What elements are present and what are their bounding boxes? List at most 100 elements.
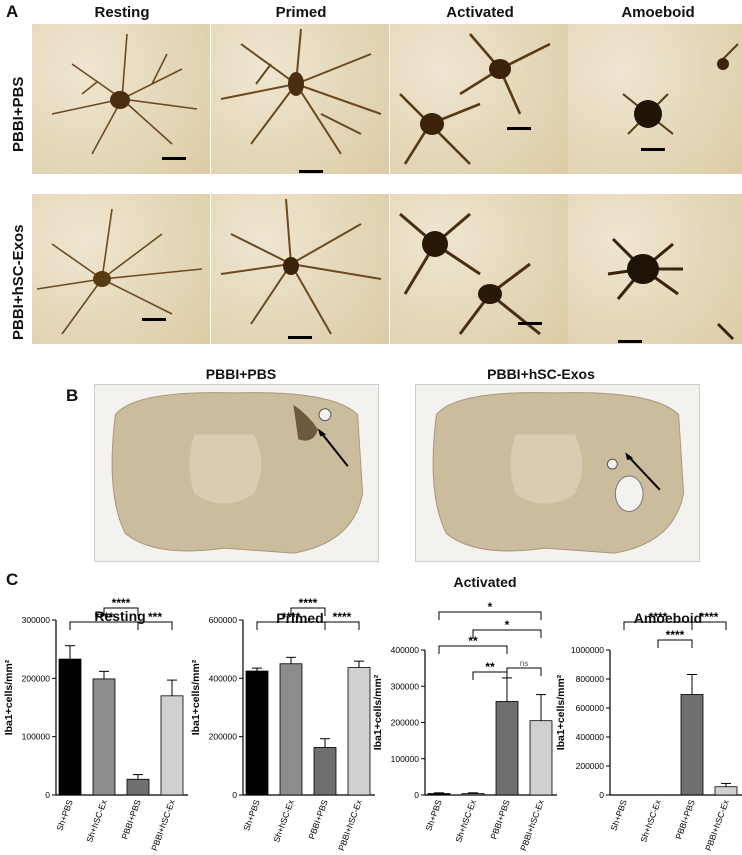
significance-bracket bbox=[137, 621, 173, 630]
significance-label: **** bbox=[333, 610, 352, 624]
y-tick-label: 100000 bbox=[22, 732, 51, 742]
significance-label: **** bbox=[112, 596, 131, 610]
significance-label: **** bbox=[95, 610, 114, 624]
significance-label: ns bbox=[520, 659, 528, 668]
significance-bracket bbox=[438, 611, 542, 620]
y-tick-label: 300000 bbox=[22, 615, 51, 625]
significance-bracket bbox=[103, 607, 139, 616]
significance-label: **** bbox=[299, 596, 318, 610]
bar-charts: 0 100000 200000 300000 Iba1+cells/mm² Sh+PBS S… bbox=[3, 596, 742, 853]
significance-bracket bbox=[691, 621, 727, 630]
significance-bracket bbox=[506, 667, 542, 676]
bar bbox=[347, 667, 371, 796]
y-axis-label: Iba1+cells/mm² bbox=[372, 674, 384, 750]
significance-label: ** bbox=[485, 660, 495, 674]
x-tick-label: PBBI+hSC-Ex bbox=[336, 798, 364, 853]
micrograph-pbs-activated bbox=[390, 24, 568, 174]
significance-label: **** bbox=[666, 628, 685, 642]
y-tick-label: 200000 bbox=[22, 673, 51, 683]
brain-title-exos: PBBI+hSC-Exos bbox=[487, 366, 595, 382]
significance-label: * bbox=[505, 618, 510, 632]
y-tick-label: 400000 bbox=[576, 732, 605, 742]
brain-section-exos bbox=[415, 384, 700, 562]
y-axis-label: Iba1+cells/mm² bbox=[555, 674, 567, 750]
significance-label: *** bbox=[148, 610, 162, 624]
x-tick-label: Sh+PBS bbox=[423, 798, 444, 832]
micrograph-exos-primed bbox=[211, 194, 389, 344]
significance-bracket bbox=[324, 621, 360, 630]
col-title-amoeboid: Amoeboid bbox=[621, 4, 695, 21]
significance-label: **** bbox=[700, 610, 719, 624]
row-title-pbbi-pbs: PBBI+PBS bbox=[10, 76, 27, 152]
arrow-icon bbox=[320, 431, 349, 467]
x-tick-label: PBBI+hSC-Ex bbox=[518, 798, 546, 853]
y-axis-label: Iba1+cells/mm² bbox=[3, 659, 15, 735]
x-tick-label: PBBI+hSC-Ex bbox=[149, 798, 177, 853]
x-tick-label: PBBI+PBS bbox=[673, 798, 697, 841]
x-tick-label: Sh+hSC-Ex bbox=[271, 798, 296, 844]
bar bbox=[714, 786, 738, 796]
y-tick-label: 0 bbox=[414, 790, 419, 800]
bar bbox=[126, 778, 150, 796]
significance-label: **** bbox=[282, 610, 301, 624]
col-title-resting: Resting bbox=[94, 4, 150, 21]
y-tick-label: 400000 bbox=[391, 645, 420, 655]
micrograph-exos-resting bbox=[32, 194, 210, 344]
bar bbox=[680, 694, 704, 796]
y-tick-label: 1000000 bbox=[571, 645, 604, 655]
row-title-pbbi-hsc-exos: PBBI+hSC-Exos bbox=[10, 224, 27, 340]
x-tick-label: Sh+PBS bbox=[54, 798, 75, 832]
bar bbox=[461, 793, 485, 796]
y-tick-label: 200000 bbox=[576, 761, 605, 771]
brain-title-pbs: PBBI+PBS bbox=[205, 366, 277, 382]
x-tick-label: PBBI+PBS bbox=[306, 798, 330, 841]
col-title-primed: Primed bbox=[275, 4, 327, 21]
bar bbox=[313, 747, 337, 796]
significance-bracket bbox=[472, 629, 542, 638]
y-tick-label: 800000 bbox=[576, 674, 605, 684]
y-tick-label: 0 bbox=[599, 790, 604, 800]
significance-label: **** bbox=[649, 610, 668, 624]
micrograph-pbs-primed bbox=[211, 24, 389, 174]
micrograph-exos-activated bbox=[390, 194, 568, 344]
significance-label: * bbox=[488, 600, 493, 614]
significance-label: ** bbox=[468, 634, 478, 648]
bar bbox=[160, 695, 184, 796]
y-tick-label: 200000 bbox=[391, 718, 420, 728]
y-axis-label: Iba1+cells/mm² bbox=[190, 659, 202, 735]
y-tick-label: 100000 bbox=[391, 754, 420, 764]
panel-b-letter: B bbox=[66, 386, 79, 405]
bar bbox=[92, 678, 116, 796]
y-tick-label: 0 bbox=[45, 790, 50, 800]
col-title-activated: Activated bbox=[446, 4, 514, 21]
significance-bracket bbox=[290, 607, 326, 616]
bar bbox=[427, 793, 451, 796]
chart-title-activated: Activated bbox=[453, 574, 517, 590]
micrograph-pbs-amoeboid bbox=[568, 24, 742, 174]
significance-bracket bbox=[438, 645, 508, 654]
bar bbox=[279, 663, 303, 796]
x-tick-label: PBBI+hSC-Ex bbox=[703, 798, 731, 853]
y-tick-label: 300000 bbox=[391, 681, 420, 691]
brain-section-pbs bbox=[94, 384, 379, 562]
x-tick-label: Sh+hSC-Ex bbox=[453, 798, 478, 844]
x-tick-label: PBBI+PBS bbox=[119, 798, 143, 841]
y-tick-label: 600000 bbox=[209, 615, 238, 625]
micrograph-pbs-resting bbox=[32, 24, 210, 174]
x-tick-label: Sh+PBS bbox=[608, 798, 629, 832]
y-tick-label: 0 bbox=[232, 790, 237, 800]
significance-bracket bbox=[657, 639, 693, 648]
bar bbox=[495, 701, 519, 796]
bar bbox=[58, 658, 82, 796]
x-tick-label: Sh+hSC-Ex bbox=[84, 798, 109, 844]
y-tick-label: 600000 bbox=[576, 703, 605, 713]
y-tick-label: 200000 bbox=[209, 732, 238, 742]
bar bbox=[245, 670, 269, 796]
panel-c-letter: C bbox=[6, 570, 19, 589]
arrow-icon bbox=[627, 455, 661, 491]
x-tick-label: Sh+PBS bbox=[241, 798, 262, 832]
y-tick-label: 400000 bbox=[209, 673, 238, 683]
chart-title-resting: Resting bbox=[94, 608, 146, 624]
panel-a-letter: A bbox=[6, 2, 19, 21]
x-tick-label: Sh+hSC-Ex bbox=[638, 798, 663, 844]
